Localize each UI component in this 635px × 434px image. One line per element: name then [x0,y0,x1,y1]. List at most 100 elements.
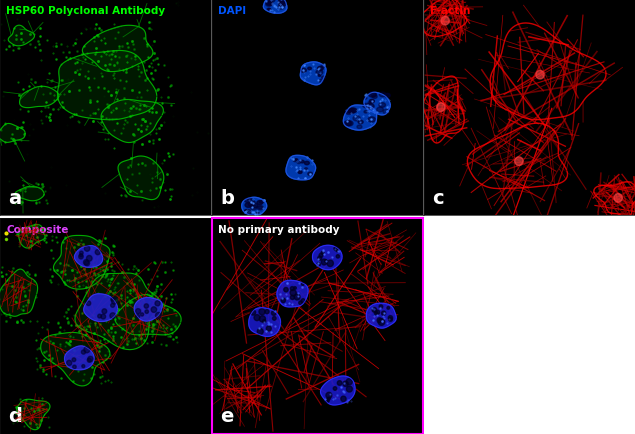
Polygon shape [345,110,352,115]
Polygon shape [378,319,385,326]
Text: F-actin: F-actin [431,7,471,16]
Polygon shape [144,304,149,309]
Polygon shape [371,93,377,98]
Polygon shape [250,310,256,316]
Polygon shape [347,386,352,392]
Polygon shape [86,301,91,306]
Polygon shape [260,201,264,204]
Polygon shape [344,106,377,131]
Polygon shape [244,210,248,213]
Polygon shape [41,333,110,386]
Polygon shape [140,313,144,316]
Polygon shape [244,210,251,215]
Polygon shape [75,273,161,350]
Polygon shape [364,98,367,100]
Polygon shape [248,198,251,201]
Polygon shape [363,104,369,108]
Polygon shape [284,288,288,292]
Polygon shape [295,159,298,161]
Polygon shape [358,121,363,125]
Polygon shape [244,199,250,203]
Polygon shape [348,109,354,114]
Text: HSP60 Polyclonal Antibody: HSP60 Polyclonal Antibody [6,7,166,16]
Polygon shape [375,312,378,315]
Polygon shape [308,68,311,71]
Polygon shape [156,313,161,319]
Polygon shape [389,318,392,322]
Polygon shape [74,246,103,268]
Polygon shape [134,298,163,321]
Polygon shape [135,309,141,314]
Polygon shape [249,308,281,337]
Polygon shape [242,198,267,216]
Polygon shape [263,320,266,323]
Polygon shape [326,392,332,398]
Polygon shape [368,102,371,105]
Polygon shape [343,381,348,387]
Polygon shape [111,298,117,304]
Polygon shape [264,0,287,14]
Text: d: d [8,406,22,425]
Polygon shape [72,358,76,362]
Polygon shape [327,260,333,267]
Polygon shape [271,311,276,316]
Polygon shape [0,270,37,316]
Polygon shape [268,3,272,6]
Polygon shape [53,236,110,289]
Polygon shape [308,173,312,176]
Polygon shape [322,77,326,80]
Polygon shape [72,365,76,369]
Polygon shape [317,263,320,266]
Polygon shape [316,71,323,76]
Polygon shape [319,254,323,258]
Polygon shape [318,256,322,261]
Polygon shape [341,396,346,401]
Polygon shape [294,294,300,300]
Text: a: a [8,188,22,207]
Polygon shape [293,159,297,162]
Polygon shape [281,299,286,303]
Polygon shape [346,379,352,385]
Polygon shape [88,356,93,362]
Polygon shape [387,307,390,309]
Polygon shape [324,399,328,403]
Text: b: b [220,188,234,207]
Polygon shape [258,207,262,210]
Polygon shape [385,94,390,98]
Polygon shape [334,247,338,251]
Polygon shape [278,0,286,6]
Polygon shape [346,122,353,127]
Polygon shape [115,295,181,335]
Polygon shape [82,365,85,368]
Polygon shape [290,296,295,300]
Polygon shape [321,252,324,255]
Polygon shape [110,313,116,319]
Polygon shape [17,399,50,430]
Polygon shape [319,80,323,83]
Text: No primary antibody: No primary antibody [218,225,340,235]
Polygon shape [366,104,374,110]
Polygon shape [379,103,385,108]
Polygon shape [272,317,276,320]
Polygon shape [250,206,257,210]
Polygon shape [305,168,307,171]
Polygon shape [79,254,83,257]
Polygon shape [321,260,327,265]
Polygon shape [145,310,149,314]
Polygon shape [8,26,34,47]
Polygon shape [382,311,385,316]
Polygon shape [65,346,94,370]
Polygon shape [110,304,114,308]
Polygon shape [277,281,308,307]
Polygon shape [298,171,302,174]
Polygon shape [155,301,160,306]
Polygon shape [294,287,297,289]
Polygon shape [259,309,265,315]
Polygon shape [265,310,269,314]
Polygon shape [377,108,384,112]
Polygon shape [265,3,272,7]
Polygon shape [245,203,251,208]
Polygon shape [19,225,45,248]
Polygon shape [370,100,375,104]
Polygon shape [324,260,327,263]
